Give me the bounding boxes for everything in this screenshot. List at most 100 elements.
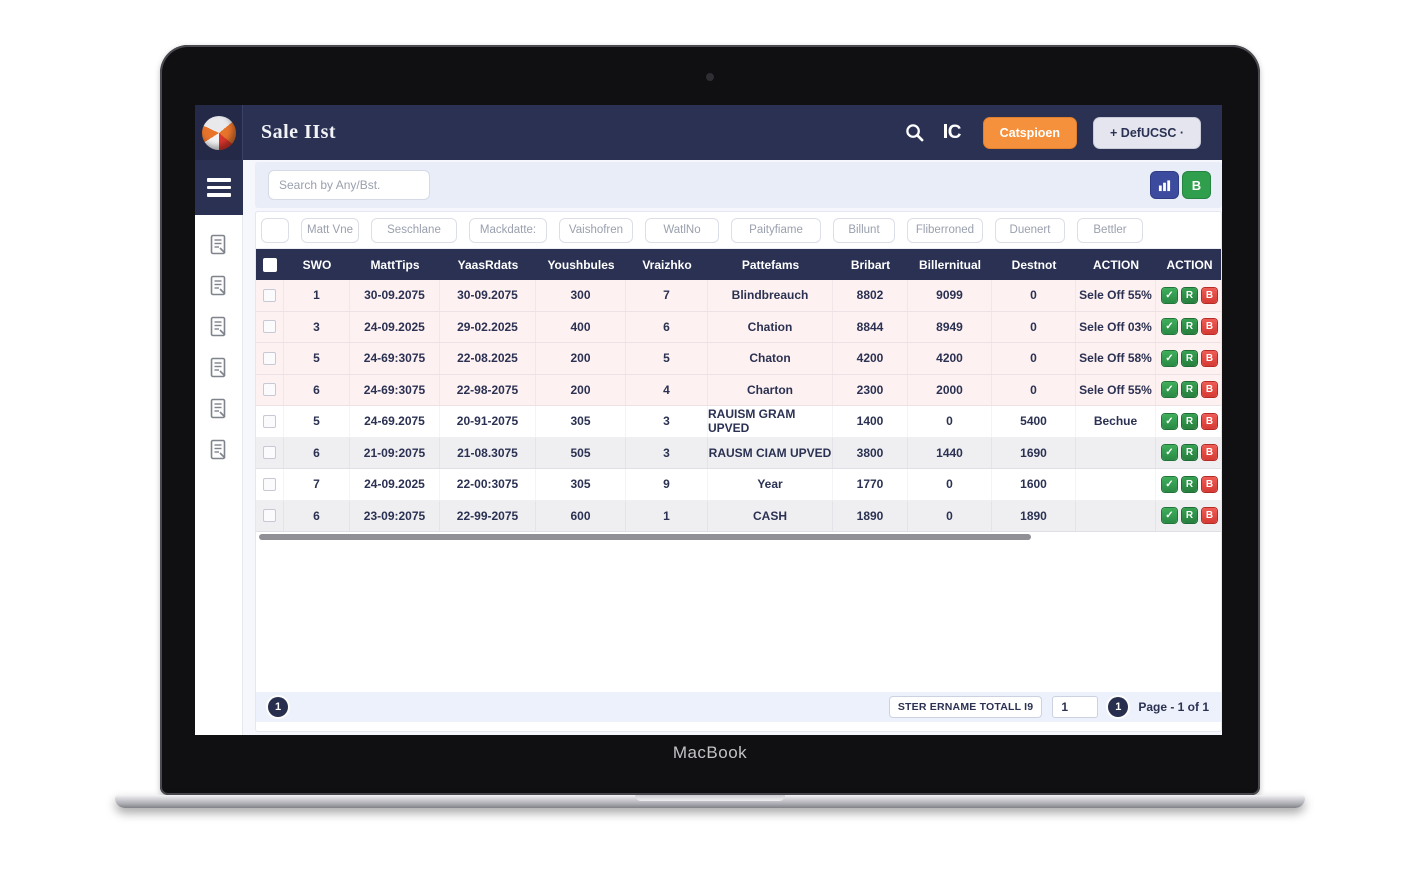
hamburger-menu-icon[interactable] [195,160,243,215]
cell: 1400 [833,406,908,437]
row-checkbox[interactable] [263,288,276,302]
action-text: Sele Off 58% [1076,343,1156,374]
sidebar-item-6 chat-document-icon[interactable] [207,438,231,462]
b-icon[interactable]: B [1202,319,1217,335]
page-1-button[interactable]: 1 [268,697,288,717]
filter-input-9[interactable] [907,217,983,243]
cell: 2000 [908,374,992,405]
cell: 6 [284,374,350,405]
check-icon[interactable]: ✓ [1162,508,1177,524]
cell: 0 [992,343,1076,374]
action-icons: ✓ R B [1156,469,1222,500]
cell: 300 [536,280,626,311]
filter-input-8[interactable] [833,217,895,243]
row-checkbox[interactable] [263,509,276,523]
cell: 30-09.2075 [350,280,440,311]
check-icon[interactable]: ✓ [1162,287,1177,303]
action-text: Sele Off 55% [1076,374,1156,405]
b-icon[interactable]: B [1202,287,1217,303]
cell: 30-09.2075 [440,280,536,311]
catspioen-button[interactable]: Catspioen [983,117,1077,148]
row-checkbox[interactable] [263,320,276,334]
r-icon[interactable]: R [1182,508,1197,524]
filter-input-5[interactable] [559,217,633,243]
check-icon[interactable]: ✓ [1162,445,1177,461]
action-icons: ✓ R B [1156,312,1222,343]
search-icon[interactable] [904,122,926,144]
sidebar-item-2 receipt-icon[interactable] [207,274,231,298]
r-icon[interactable]: R [1182,382,1197,398]
app-header: Sale IIst C Catspioen + DefUCSC · [195,105,1222,160]
row-checkbox[interactable] [263,351,276,365]
cell: 8844 [833,311,908,342]
row-checkbox[interactable] [263,446,276,460]
sidebar-item-3 edit-document-icon[interactable] [207,315,231,339]
cell: Chation [708,311,833,342]
check-icon[interactable]: ✓ [1162,476,1177,492]
b-icon[interactable]: B [1202,350,1217,366]
row-checkbox[interactable] [263,414,276,428]
filter-input-3[interactable] [371,217,457,243]
filter-input-11[interactable] [1077,217,1143,243]
cell: 22-08.2025 [440,343,536,374]
cell: 5400 [992,406,1076,437]
cell: 24-09.2025 [350,469,440,500]
column-header-billernitual: Billernitual [918,257,981,272]
currency-icon[interactable]: C [943,121,962,143]
cell: 4200 [833,343,908,374]
filter-input-10[interactable] [995,217,1065,243]
column-header-action: ACTION [1166,257,1213,272]
select-all-checkbox[interactable] [263,257,277,272]
row-checkbox[interactable] [263,383,276,397]
export-chart-button[interactable] [1151,172,1178,198]
check-icon[interactable]: ✓ [1162,350,1177,366]
sidebar [195,160,243,735]
defucsc-dropdown-button[interactable]: + DefUCSC · [1094,117,1200,148]
b-icon[interactable]: B [1202,382,1217,398]
r-icon[interactable]: R [1182,350,1197,366]
r-icon[interactable]: R [1182,319,1197,335]
b-icon[interactable]: B [1202,413,1217,429]
cell: CASH [708,500,833,531]
sidebar-item-5 gear-icon[interactable] [207,397,231,421]
r-icon[interactable]: R [1182,287,1197,303]
cell: 1690 [992,437,1076,468]
check-icon[interactable]: ✓ [1162,413,1177,429]
current-page-button[interactable]: 1 [1108,697,1129,717]
cell: RAUISM GRAM UPVED [708,406,833,437]
filter-input-1[interactable] [261,217,289,243]
total-label: STER ERNAME TOTALL I9 [888,696,1043,718]
cell: 1890 [992,500,1076,531]
r-icon[interactable]: R [1182,476,1197,492]
cell: 7 [626,280,708,311]
export-excel-button[interactable]: B [1183,172,1210,198]
check-icon[interactable]: ✓ [1162,382,1177,398]
cell: 23-09:2075 [350,500,440,531]
r-icon[interactable]: R [1182,413,1197,429]
r-icon[interactable]: R [1182,445,1197,461]
row-checkbox[interactable] [263,477,276,491]
app-logo[interactable] [195,105,243,160]
cell: Year [708,469,833,500]
filter-input-2[interactable] [301,217,359,243]
search-input[interactable] [268,170,430,200]
cell: 5 [284,406,350,437]
cell: 1 [626,500,708,531]
filter-input-6[interactable] [645,217,719,243]
sidebar-item-4 file-check-icon[interactable] [207,356,231,380]
filter-input-7[interactable] [731,217,821,243]
cell: 1770 [833,469,908,500]
check-icon[interactable]: ✓ [1162,319,1177,335]
cell: 0 [992,280,1076,311]
b-icon[interactable]: B [1202,476,1217,492]
table-header: SWO MattTips YaasRdats Youshbules Vraizhko Pa… [256,249,1221,280]
b-icon[interactable]: B [1202,508,1217,524]
page-number-input[interactable] [1052,696,1099,718]
column-header-pattefams: Pattefams [741,257,800,272]
sidebar-item-1 invoice-icon[interactable] [207,233,231,257]
filter-input-4[interactable] [469,217,547,243]
scrollbar-thumb[interactable] [259,534,1031,540]
table-row: 1 30-09.2075 30-09.2075 300 7 Blindbreauch 880… [256,280,1221,312]
table-row: 6 24-69:3075 22-98-2075 200 4 Charton 2300 2000… [256,374,1221,406]
b-icon[interactable]: B [1202,445,1217,461]
